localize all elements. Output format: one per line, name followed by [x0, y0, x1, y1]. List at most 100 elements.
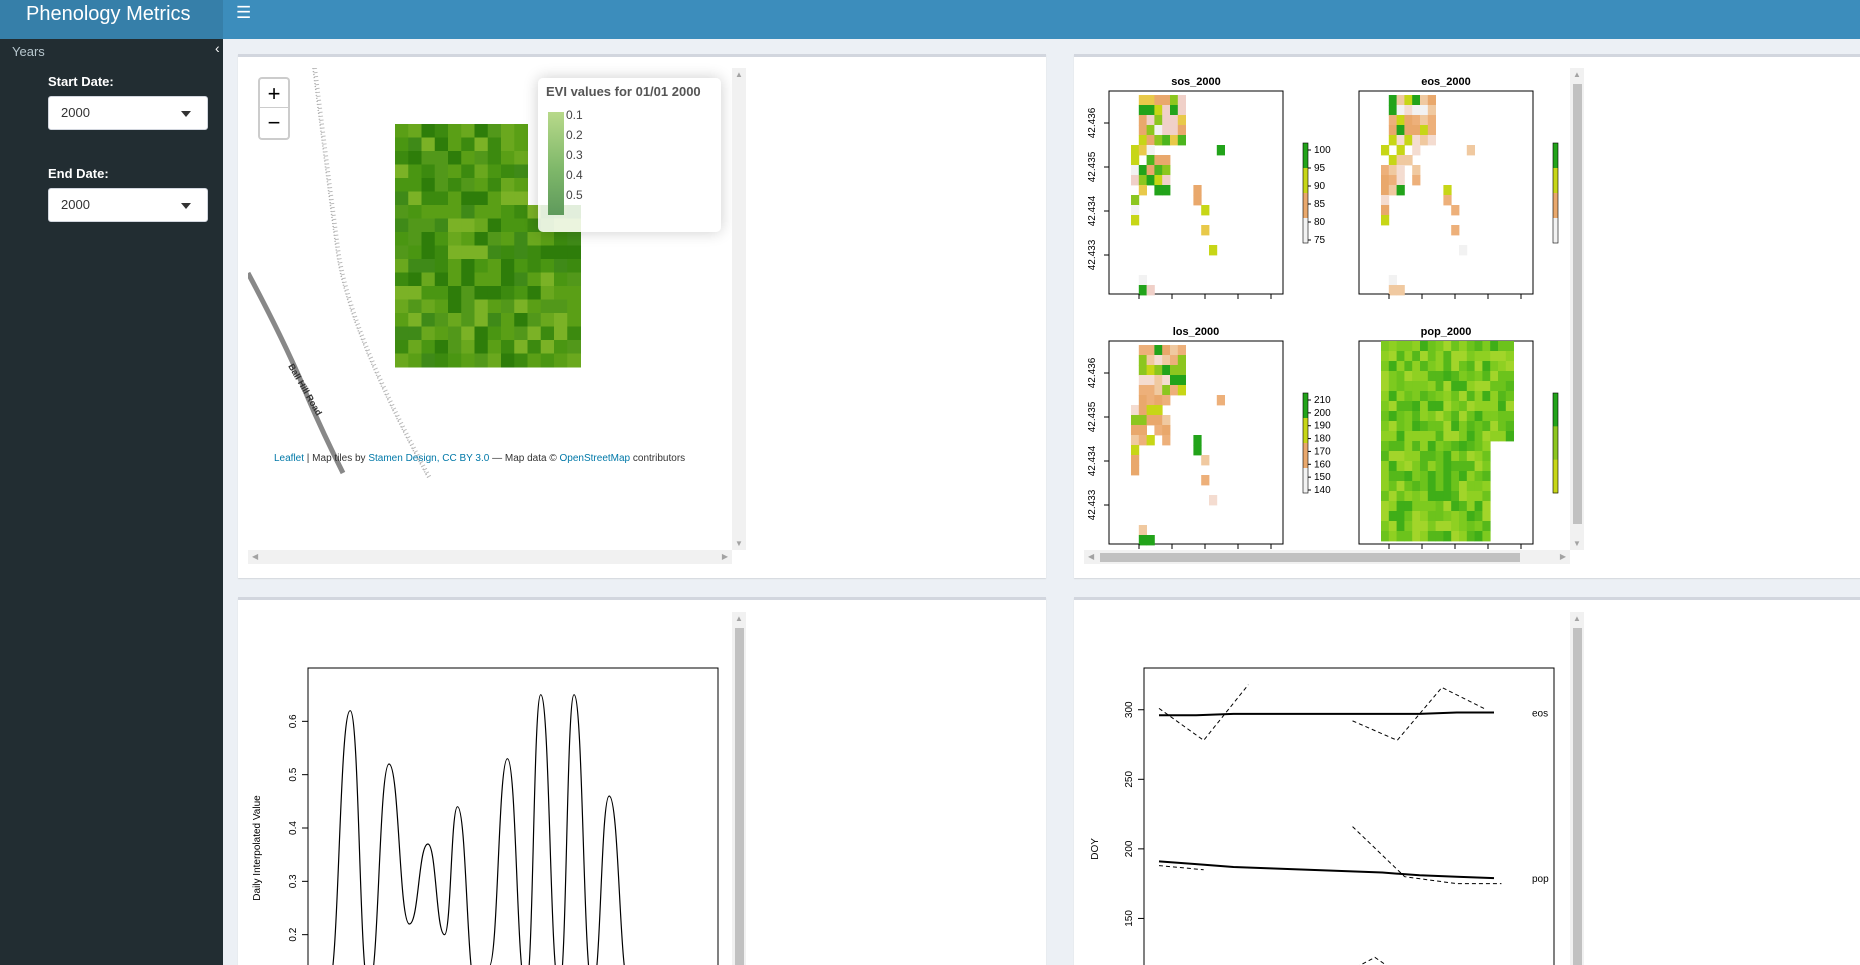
raster-cell: [1404, 105, 1413, 116]
doy-chart-scrollbar[interactable]: ▲: [1570, 612, 1584, 965]
leaflet-link[interactable]: Leaflet: [274, 453, 305, 464]
zoom-control: + −: [258, 77, 290, 140]
raster-cell: [1435, 351, 1444, 362]
raster-cell: [554, 326, 568, 341]
raster-cell: [1443, 531, 1452, 542]
raster-cell: [1396, 451, 1405, 462]
map-vertical-scrollbar[interactable]: ▲ ▼: [732, 68, 746, 550]
raster-cell: [1412, 165, 1421, 176]
raster-cell: [1435, 431, 1444, 442]
raster-cell: [1427, 501, 1436, 512]
raster-cell: [1388, 125, 1397, 136]
collapse-icon[interactable]: ‹: [215, 40, 220, 56]
raster-cell: [1388, 361, 1397, 372]
scroll-up-icon[interactable]: ▲: [735, 70, 743, 79]
raster-cell: [1388, 451, 1397, 462]
map-legend: EVI values for 01/01 2000 0.1 0.2 0.3 0.…: [538, 78, 721, 232]
raster-cell: [395, 259, 409, 273]
scrollbar-thumb[interactable]: [1100, 553, 1520, 562]
raster-cell: [1459, 491, 1468, 502]
scroll-down-icon[interactable]: ▼: [1573, 539, 1581, 548]
scroll-down-icon[interactable]: ▼: [735, 539, 743, 548]
scroll-up-icon[interactable]: ▲: [735, 614, 743, 623]
raster-cell: [1412, 105, 1421, 116]
raster-vertical-scrollbar[interactable]: ▲ ▼: [1570, 68, 1584, 550]
raster-cell: [395, 286, 409, 300]
daily-chart-scrollbar[interactable]: ▲: [732, 612, 746, 965]
scroll-right-icon[interactable]: ▶: [1559, 552, 1566, 561]
raster-cell: [1146, 105, 1155, 116]
raster-cell: [527, 232, 542, 246]
zoom-in-button[interactable]: +: [260, 79, 288, 108]
stamen-link[interactable]: Stamen Design, CC BY 3.0: [368, 453, 490, 464]
raster-cell: [1466, 361, 1475, 372]
raster-cell: [1396, 391, 1405, 402]
end-date-select[interactable]: 2000: [48, 188, 208, 222]
raster-cell: [1427, 115, 1436, 126]
raster-cell: [408, 191, 422, 206]
raster-cell: [434, 272, 449, 287]
raster-cell: [1451, 361, 1460, 372]
zoom-out-button[interactable]: −: [267, 110, 281, 135]
raster-cell: [448, 272, 462, 287]
raster-cell: [448, 313, 462, 327]
raster-cell: [1482, 511, 1491, 522]
raster-cell: [514, 191, 528, 206]
raster-cell: [421, 245, 436, 260]
raster-cell: [1498, 411, 1507, 422]
map-horizontal-scrollbar[interactable]: ◀ ▶: [248, 550, 732, 564]
hamburger-icon[interactable]: ☰: [236, 3, 252, 22]
raster-cell: [474, 232, 489, 246]
raster-cell: [1388, 155, 1397, 166]
raster-cell: [1138, 135, 1147, 146]
raster-cell: [1459, 451, 1468, 462]
raster-legend-label: 100: [1314, 145, 1331, 156]
raster-cell: [1466, 531, 1475, 542]
scrollbar-thumb[interactable]: [1573, 84, 1582, 524]
raster-cell: [1138, 165, 1147, 176]
scroll-left-icon[interactable]: ◀: [252, 552, 259, 561]
scrollbar-thumb[interactable]: [735, 628, 744, 965]
raster-cell: [1201, 475, 1210, 486]
raster-cell: [1388, 371, 1397, 382]
raster-cell: [567, 232, 581, 246]
raster-cell: [567, 245, 581, 260]
raster-cell: [1146, 285, 1155, 296]
raster-cell: [1131, 205, 1140, 216]
raster-cell: [1420, 391, 1429, 402]
start-date-select[interactable]: 2000: [48, 96, 208, 130]
raster-cell: [1146, 405, 1155, 416]
raster-cell: [1154, 405, 1163, 416]
scroll-up-icon[interactable]: ▲: [1573, 70, 1581, 79]
osm-link[interactable]: OpenStreetMap: [559, 453, 631, 464]
raster-cell: [1404, 95, 1413, 106]
raster-cell: [1474, 381, 1483, 392]
raster-cell: [540, 272, 555, 287]
raster-cell: [554, 340, 568, 354]
raster-cell: [1427, 491, 1436, 502]
raster-cell: [1138, 275, 1147, 286]
scroll-up-icon[interactable]: ▲: [1573, 614, 1581, 623]
raster-cell: [395, 164, 409, 179]
raster-cell: [1459, 401, 1468, 412]
raster-cell: [1451, 501, 1460, 512]
raster-panel: sos_2000 42.436 42.435 42.434 42.433 100 95 90 8…: [1087, 76, 1331, 299]
raster-horizontal-scrollbar[interactable]: ◀ ▶: [1084, 550, 1570, 564]
raster-cell: [1138, 435, 1147, 446]
raster-cell: [1396, 381, 1405, 392]
raster-cell: [1177, 105, 1186, 116]
scroll-right-icon[interactable]: ▶: [721, 552, 728, 561]
raster-cell: [1459, 531, 1468, 542]
raster-cell: [1451, 511, 1460, 522]
scrollbar-thumb[interactable]: [1573, 628, 1582, 965]
scroll-left-icon[interactable]: ◀: [1088, 552, 1095, 561]
legend-color-bar: [548, 112, 564, 215]
raster-cell: [408, 259, 422, 273]
raster-cell: [1435, 451, 1444, 462]
raster-cell: [1420, 115, 1429, 126]
raster-cell: [1396, 125, 1405, 136]
raster-cell: [1459, 421, 1468, 432]
raster-cell: [461, 313, 475, 327]
raster-cell: [1412, 135, 1421, 146]
raster-cell: [434, 164, 449, 179]
